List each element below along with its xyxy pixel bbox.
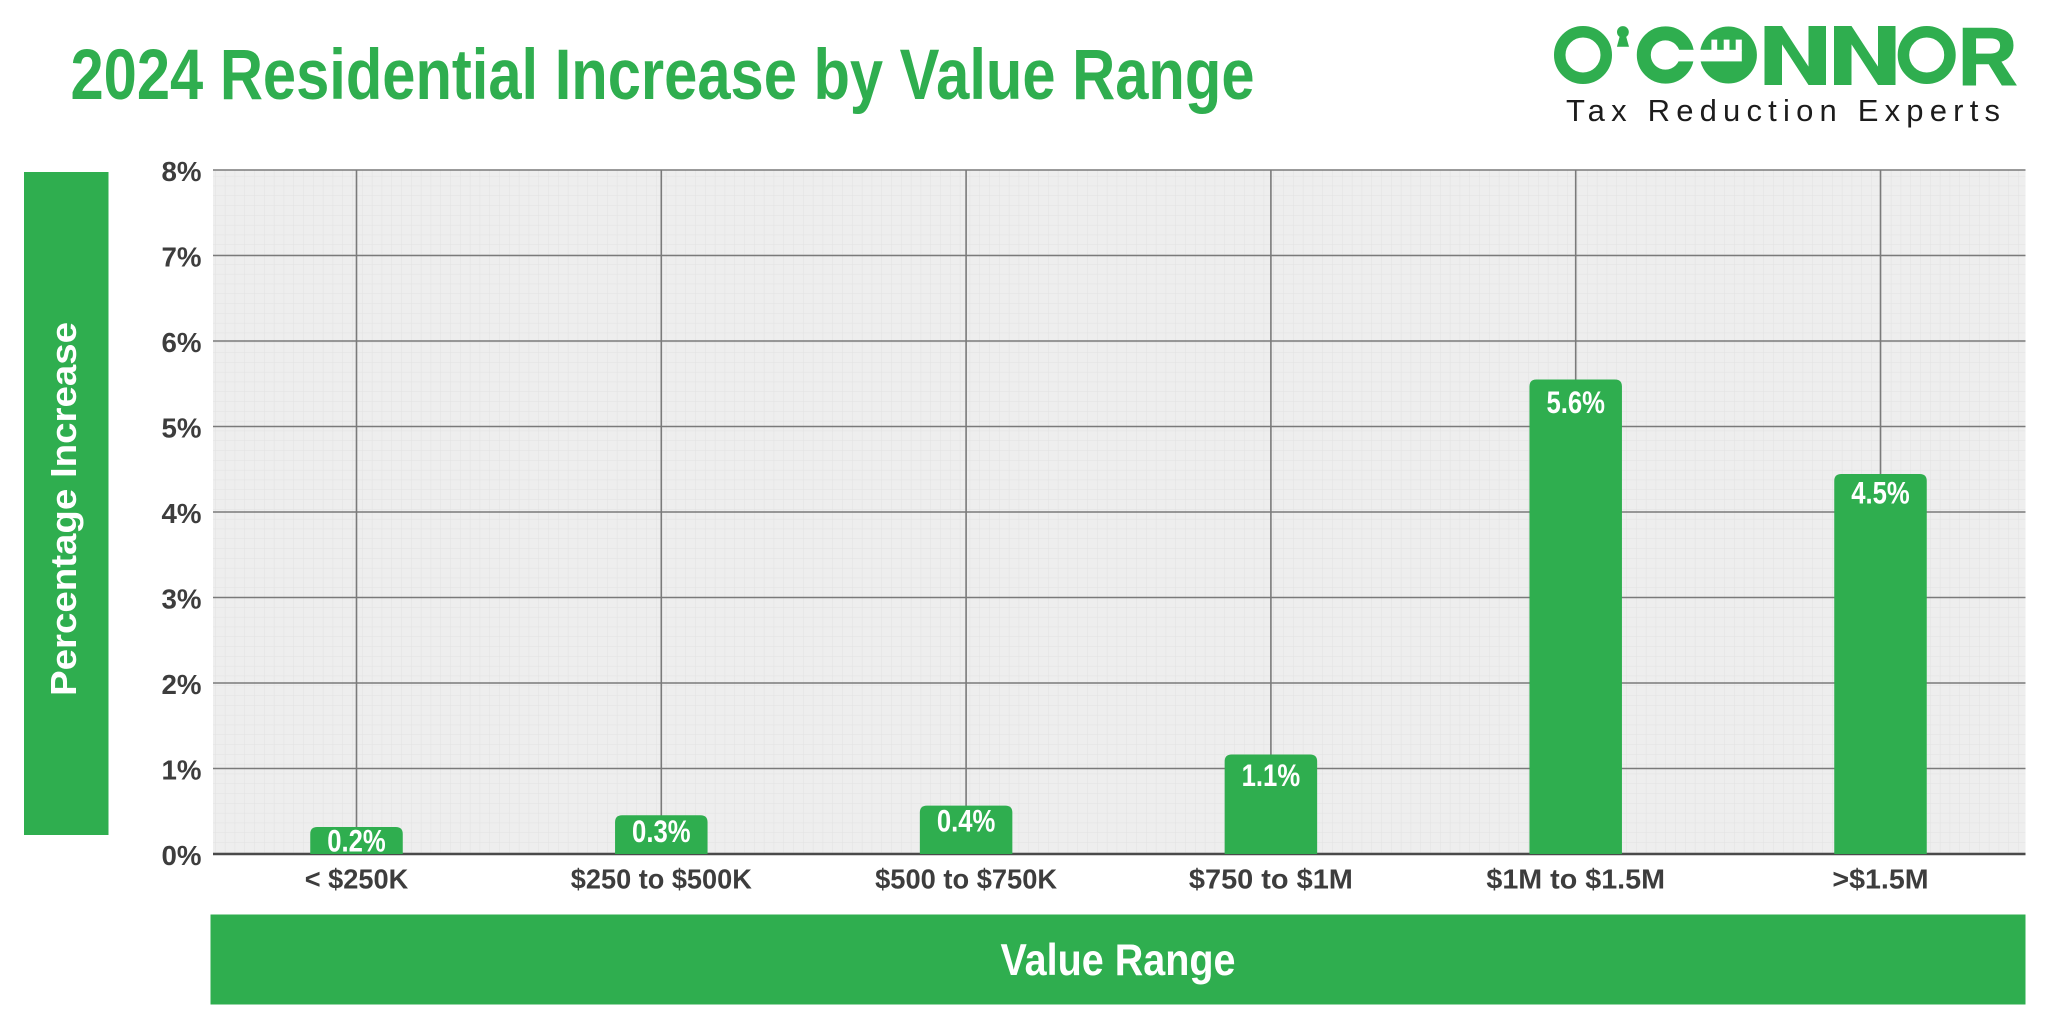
svg-text:2%: 2% [162, 668, 202, 700]
svg-text:$250 to $500K: $250 to $500K [571, 864, 752, 895]
svg-text:0.4%: 0.4% [937, 804, 996, 839]
svg-text:3%: 3% [162, 583, 202, 615]
svg-text:1%: 1% [162, 754, 202, 786]
svg-text:4%: 4% [162, 497, 202, 529]
svg-text:8%: 8% [162, 155, 202, 187]
svg-text:6%: 6% [162, 326, 202, 358]
svg-text:7%: 7% [162, 241, 202, 273]
svg-text:0.3%: 0.3% [632, 814, 691, 849]
svg-text:$500 to $750K: $500 to $750K [875, 864, 1057, 895]
svg-text:< $250K: < $250K [305, 864, 409, 895]
svg-text:0%: 0% [162, 839, 202, 871]
svg-text:>$1.5M: >$1.5M [1832, 864, 1928, 895]
svg-text:Tax Reduction Experts: Tax Reduction Experts [1566, 93, 2000, 128]
svg-text:Percentage Increase: Percentage Increase [43, 322, 84, 696]
svg-text:1.1%: 1.1% [1242, 758, 1301, 793]
svg-text:$1M to $1.5M: $1M to $1.5M [1486, 864, 1665, 895]
svg-text:$750 to $1M: $750 to $1M [1189, 864, 1353, 895]
svg-text:5%: 5% [162, 412, 202, 444]
svg-text:2024 Residential Increase by V: 2024 Residential Increase by Value Range [71, 35, 1255, 115]
svg-text:5.6%: 5.6% [1546, 385, 1605, 420]
svg-text:Value Range: Value Range [1001, 936, 1236, 985]
svg-text:4.5%: 4.5% [1851, 476, 1910, 511]
svg-text:R: R [1958, 12, 2017, 103]
svg-text:0.2%: 0.2% [327, 824, 386, 859]
